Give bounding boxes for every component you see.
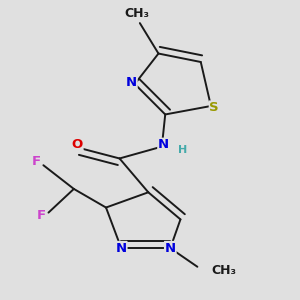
Text: CH₃: CH₃ <box>211 264 236 277</box>
Text: N: N <box>158 138 169 152</box>
Text: N: N <box>165 242 176 255</box>
Text: CH₃: CH₃ <box>124 7 149 20</box>
Text: F: F <box>37 209 46 223</box>
Text: O: O <box>72 138 83 152</box>
Text: S: S <box>209 101 219 114</box>
Text: N: N <box>116 242 127 255</box>
Text: H: H <box>178 145 187 155</box>
Text: N: N <box>126 76 137 89</box>
Text: F: F <box>32 155 41 168</box>
